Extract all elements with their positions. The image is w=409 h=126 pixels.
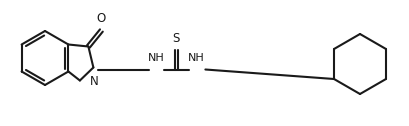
Text: O: O bbox=[97, 12, 106, 25]
Text: NH: NH bbox=[188, 53, 205, 62]
Text: S: S bbox=[173, 32, 180, 44]
Text: N: N bbox=[90, 74, 99, 87]
Text: NH: NH bbox=[148, 53, 165, 62]
